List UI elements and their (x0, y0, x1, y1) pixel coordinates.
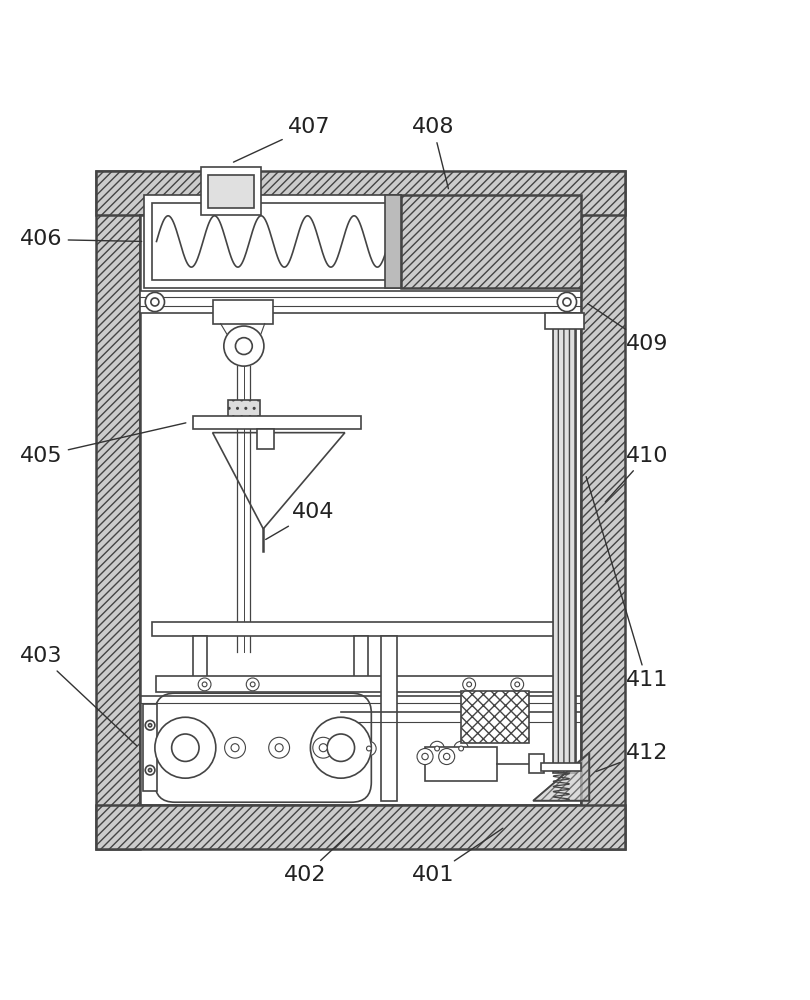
Circle shape (458, 746, 463, 751)
Bar (385, 195, 401, 288)
Text: 406: 406 (20, 229, 142, 249)
Bar (257, 429, 274, 449)
Circle shape (435, 746, 440, 751)
Circle shape (202, 682, 207, 687)
Circle shape (454, 741, 468, 756)
Circle shape (145, 292, 164, 312)
Bar (193, 416, 361, 429)
Bar (212, 300, 273, 324)
Bar (96, 171, 625, 215)
Circle shape (250, 682, 255, 687)
Bar (140, 215, 582, 805)
Circle shape (198, 678, 211, 691)
Circle shape (343, 746, 347, 751)
Text: 404: 404 (266, 502, 334, 539)
Bar (545, 313, 584, 329)
Text: 403: 403 (20, 646, 137, 746)
Text: 412: 412 (596, 743, 667, 772)
Circle shape (275, 744, 284, 752)
Circle shape (467, 682, 471, 687)
Circle shape (148, 724, 151, 727)
Text: 402: 402 (284, 829, 355, 885)
Circle shape (231, 744, 239, 752)
Bar (354, 636, 368, 684)
Bar (143, 704, 157, 791)
Bar (425, 747, 497, 781)
Circle shape (366, 746, 371, 751)
Bar (152, 622, 569, 636)
Circle shape (439, 749, 454, 765)
Circle shape (430, 741, 444, 756)
Circle shape (362, 741, 376, 756)
Circle shape (515, 682, 520, 687)
Bar (461, 691, 529, 743)
Bar (208, 175, 254, 208)
Circle shape (557, 292, 577, 312)
Bar (193, 636, 207, 684)
Circle shape (224, 737, 245, 758)
Bar (140, 291, 582, 313)
Circle shape (151, 298, 159, 306)
Bar (529, 754, 544, 773)
Text: 410: 410 (605, 446, 668, 502)
Circle shape (417, 749, 433, 765)
Circle shape (310, 717, 371, 778)
Circle shape (224, 326, 264, 366)
Circle shape (563, 298, 571, 306)
Circle shape (172, 734, 199, 761)
Bar (201, 167, 261, 215)
Text: 408: 408 (411, 117, 454, 189)
Text: 411: 411 (586, 477, 667, 690)
Bar (541, 763, 582, 771)
Text: 405: 405 (20, 423, 185, 466)
Circle shape (145, 765, 155, 775)
Text: 409: 409 (588, 304, 668, 354)
Bar (381, 636, 397, 801)
Polygon shape (533, 753, 590, 801)
Circle shape (148, 769, 151, 772)
Bar (156, 676, 565, 692)
Bar (96, 805, 625, 849)
Text: 407: 407 (233, 117, 330, 162)
Circle shape (422, 753, 428, 760)
Circle shape (444, 753, 450, 760)
Circle shape (236, 338, 252, 354)
Bar (96, 171, 140, 849)
Circle shape (155, 717, 215, 778)
Bar (401, 195, 582, 288)
Circle shape (327, 734, 355, 761)
Bar (144, 195, 401, 288)
Text: 401: 401 (411, 828, 503, 885)
Circle shape (313, 737, 334, 758)
Circle shape (269, 737, 289, 758)
Circle shape (246, 678, 259, 691)
Circle shape (145, 720, 155, 730)
Bar (152, 203, 393, 280)
Circle shape (319, 744, 327, 752)
Circle shape (338, 741, 352, 756)
Circle shape (511, 678, 523, 691)
Bar (228, 400, 260, 422)
Bar (553, 313, 576, 773)
Bar (582, 171, 625, 849)
Circle shape (463, 678, 475, 691)
